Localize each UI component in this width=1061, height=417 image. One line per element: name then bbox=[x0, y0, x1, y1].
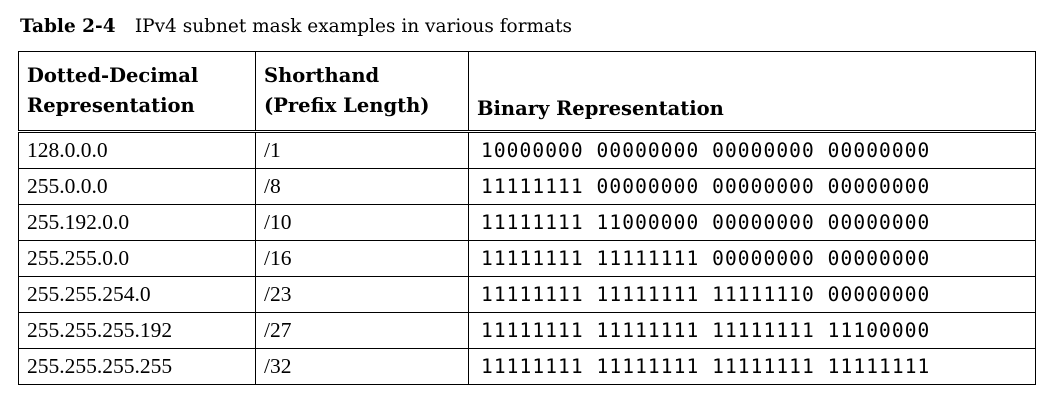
binary-cell: 11111111 11111111 11111111 11100000 bbox=[468, 312, 1036, 349]
binary-cell: 11111111 11111111 11111111 11111111 bbox=[468, 348, 1036, 385]
binary-cell: 11111111 11000000 00000000 00000000 bbox=[468, 204, 1036, 241]
subnet-mask-table: Dotted-Decimal Representation Shorthand … bbox=[18, 51, 1036, 385]
table-caption: Table 2-4 IPv4 subnet mask examples in v… bbox=[20, 11, 572, 41]
prefix-length-cell: /32 bbox=[255, 348, 469, 385]
table-row: 128.0.0.0 /1 10000000 00000000 00000000 … bbox=[18, 131, 1036, 169]
table-row: 255.255.255.192 /27 11111111 11111111 11… bbox=[18, 312, 1036, 349]
header-dotted-decimal: Dotted-Decimal Representation bbox=[18, 51, 256, 133]
table-row: 255.192.0.0 /10 11111111 11000000 000000… bbox=[18, 204, 1036, 241]
binary-cell: 10000000 00000000 00000000 00000000 bbox=[468, 131, 1036, 169]
binary-cell: 11111111 11111111 11111110 00000000 bbox=[468, 276, 1036, 313]
header-shorthand-line2: (Prefix Length) bbox=[264, 94, 430, 117]
prefix-length-cell: /10 bbox=[255, 204, 469, 241]
header-dotted-decimal-line1: Dotted-Decimal bbox=[27, 64, 199, 87]
table-body: 128.0.0.0 /1 10000000 00000000 00000000 … bbox=[18, 131, 1036, 385]
prefix-length-cell: /16 bbox=[255, 240, 469, 277]
dotted-decimal-cell: 255.255.255.192 bbox=[18, 312, 256, 349]
header-shorthand-line1: Shorthand bbox=[264, 64, 380, 87]
table-header: Dotted-Decimal Representation Shorthand … bbox=[18, 51, 1036, 133]
dotted-decimal-cell: 128.0.0.0 bbox=[18, 131, 256, 169]
table-caption-title: IPv4 subnet mask examples in various for… bbox=[134, 16, 573, 37]
dotted-decimal-cell: 255.255.254.0 bbox=[18, 276, 256, 313]
dotted-decimal-cell: 255.192.0.0 bbox=[18, 204, 256, 241]
table-row: 255.0.0.0 /8 11111111 00000000 00000000 … bbox=[18, 168, 1036, 205]
header-shorthand: Shorthand (Prefix Length) bbox=[255, 51, 469, 133]
header-binary: Binary Representation bbox=[468, 51, 1036, 133]
binary-cell: 11111111 11111111 00000000 00000000 bbox=[468, 240, 1036, 277]
prefix-length-cell: /1 bbox=[255, 131, 469, 169]
header-row: Dotted-Decimal Representation Shorthand … bbox=[18, 51, 1036, 133]
table-row: 255.255.255.255 /32 11111111 11111111 11… bbox=[18, 348, 1036, 385]
table-row: 255.255.254.0 /23 11111111 11111111 1111… bbox=[18, 276, 1036, 313]
prefix-length-cell: /27 bbox=[255, 312, 469, 349]
prefix-length-cell: /8 bbox=[255, 168, 469, 205]
dotted-decimal-cell: 255.0.0.0 bbox=[18, 168, 256, 205]
table-row: 255.255.0.0 /16 11111111 11111111 000000… bbox=[18, 240, 1036, 277]
binary-cell: 11111111 00000000 00000000 00000000 bbox=[468, 168, 1036, 205]
header-dotted-decimal-line2: Representation bbox=[27, 94, 195, 117]
dotted-decimal-cell: 255.255.0.0 bbox=[18, 240, 256, 277]
dotted-decimal-cell: 255.255.255.255 bbox=[18, 348, 256, 385]
prefix-length-cell: /23 bbox=[255, 276, 469, 313]
table-caption-number: Table 2-4 bbox=[20, 16, 116, 37]
